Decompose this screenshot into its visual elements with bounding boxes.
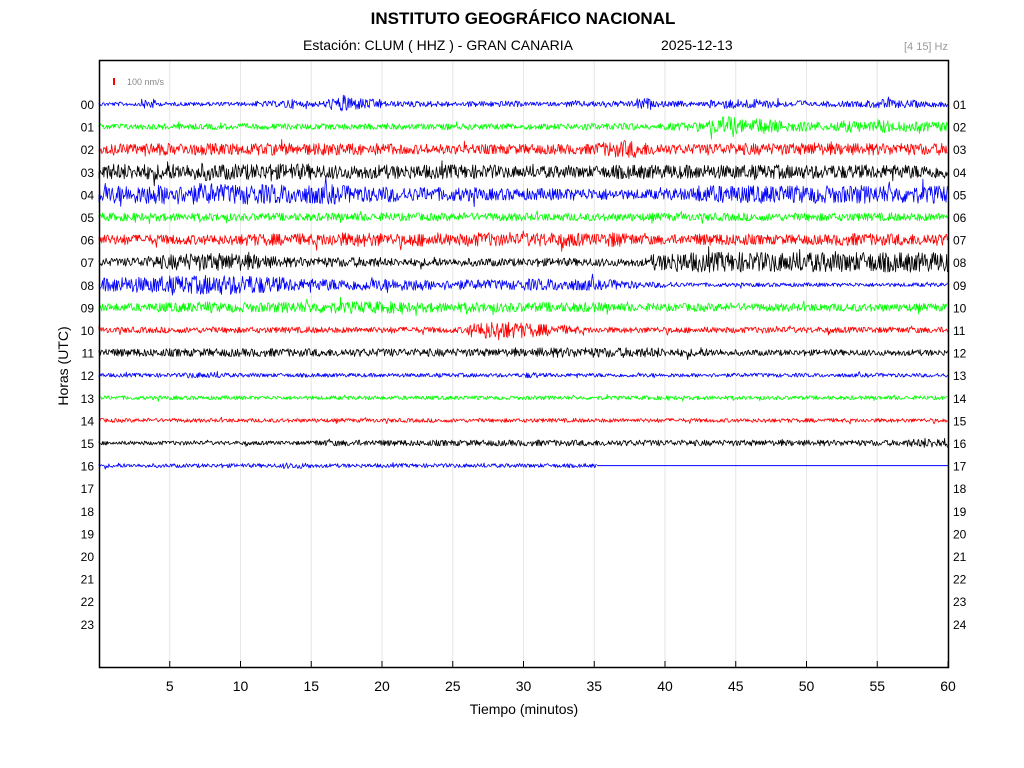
- hour-label-right: 16: [953, 437, 967, 451]
- hour-label-left: 23: [81, 618, 95, 632]
- trace-hour-11: [98, 347, 948, 360]
- trace-hour-05: [98, 210, 948, 225]
- y-axis-label: Horas (UTC): [55, 326, 71, 406]
- x-tick-label: 55: [869, 678, 885, 694]
- station-label: Estación: CLUM ( HHZ ) - GRAN CANARIA: [303, 37, 573, 53]
- hour-label-right: 01: [953, 98, 967, 112]
- hour-label-left: 21: [81, 573, 95, 587]
- hour-label-right: 18: [953, 482, 967, 496]
- hour-label-right: 13: [953, 369, 967, 383]
- x-ticks: 5 10 15 20 25 30 35 40 45 50 55 60: [166, 661, 956, 694]
- x-tick-label: 45: [728, 678, 744, 694]
- x-tick-label: 25: [445, 678, 461, 694]
- hour-label-left: 14: [81, 414, 95, 428]
- hour-label-left: 01: [81, 121, 95, 135]
- trace-hour-10: [98, 321, 948, 341]
- x-tick-label: 50: [799, 678, 815, 694]
- hour-label-right: 17: [953, 460, 967, 474]
- x-tick-label: 35: [586, 678, 602, 694]
- hour-label-left: 04: [81, 188, 95, 202]
- hour-label-left: 22: [81, 595, 95, 609]
- hour-label-right: 22: [953, 573, 967, 587]
- x-tick-label: 10: [233, 678, 249, 694]
- trace-hour-00: [98, 94, 948, 112]
- hour-label-left: 19: [81, 527, 95, 541]
- trace-hour-13: [98, 394, 948, 402]
- x-tick-label: 20: [374, 678, 390, 694]
- hour-label-left: 17: [81, 482, 95, 496]
- hour-label-left: 05: [81, 211, 95, 225]
- scale-bar: [113, 78, 115, 85]
- trace-hour-16: [98, 462, 597, 470]
- plot-frame: [98, 59, 950, 669]
- trace-hour-04: [98, 176, 948, 208]
- hour-label-left: 16: [81, 460, 95, 474]
- hour-label-right: 08: [953, 256, 967, 270]
- hour-label-right: 03: [953, 143, 967, 157]
- trace-hour-15: [98, 437, 948, 448]
- filter-label: [4 15] Hz: [903, 41, 948, 53]
- scale-label: 100 nm/s: [127, 77, 165, 87]
- hour-label-left: 13: [81, 392, 95, 406]
- hour-label-right: 05: [953, 188, 967, 202]
- trace-hour-02: [98, 139, 948, 158]
- hour-label-right: 04: [953, 166, 967, 180]
- hour-label-left: 10: [81, 324, 95, 338]
- trace-hour-14: [98, 416, 948, 425]
- hour-label-right: 20: [953, 527, 967, 541]
- hour-label-left: 08: [81, 279, 95, 293]
- hour-label-left: 07: [81, 256, 95, 270]
- hour-label-right: 15: [953, 414, 967, 428]
- x-tick-label: 30: [516, 678, 532, 694]
- x-tick-label: 15: [303, 678, 319, 694]
- hour-label-right: 02: [953, 121, 967, 135]
- hour-label-right: 14: [953, 392, 967, 406]
- hour-label-left: 18: [81, 505, 95, 519]
- trace-hour-01: [98, 116, 948, 140]
- hour-label-right: 07: [953, 234, 967, 248]
- x-tick-label: 5: [166, 678, 174, 694]
- trace-hour-03: [98, 160, 948, 187]
- hour-label-left: 03: [81, 166, 95, 180]
- x-tick-label: 40: [657, 678, 673, 694]
- hour-label-left: 11: [82, 347, 95, 361]
- trace-hour-08: [98, 273, 948, 296]
- hour-label-left: 09: [81, 301, 95, 315]
- hour-labels: 00 01 01 02 02 03 03 04 04 05 05 06 06 07 07 08 08 09 09 10…: [81, 98, 967, 632]
- hour-label-right: 12: [953, 347, 967, 361]
- hour-label-right: 19: [953, 505, 967, 519]
- hour-label-right: 11: [953, 324, 966, 338]
- hour-label-right: 24: [953, 618, 967, 632]
- chart-title: INSTITUTO GEOGRÁFICO NACIONAL: [370, 9, 676, 28]
- trace-hour-06: [98, 230, 948, 252]
- hour-label-left: 20: [81, 550, 95, 564]
- hour-label-right: 10: [953, 301, 967, 315]
- trace-hour-07: [98, 246, 948, 273]
- x-axis-label: Tiempo (minutos): [469, 701, 579, 717]
- hour-label-right: 09: [953, 279, 967, 293]
- hour-label-left: 12: [81, 369, 95, 383]
- hour-label-left: 02: [81, 143, 95, 157]
- trace-hour-09: [98, 296, 948, 317]
- date-label: 2025-12-13: [661, 37, 733, 53]
- x-tick-label: 60: [940, 678, 956, 694]
- hour-label-right: 21: [953, 550, 967, 564]
- seismic-traces: [98, 94, 948, 470]
- hour-label-left: 00: [81, 98, 95, 112]
- hour-label-left: 06: [81, 234, 95, 248]
- hour-label-right: 06: [953, 211, 967, 225]
- hour-label-right: 23: [953, 595, 967, 609]
- hour-label-left: 15: [81, 437, 95, 451]
- trace-hour-12: [98, 371, 948, 379]
